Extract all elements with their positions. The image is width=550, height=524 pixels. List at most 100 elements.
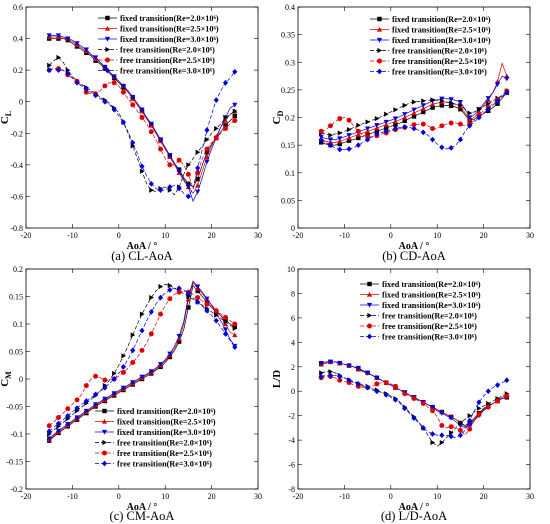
data-point [495,398,500,404]
data-point [223,126,228,132]
subfigure-caption: (d) L/D-AoA [381,509,447,523]
data-point [120,83,127,89]
data-point [346,138,352,143]
legend-entry: free transition(Re=2.5×10⁶) [392,57,487,66]
data-point [139,347,145,353]
y-axis-label: L/D [271,370,283,388]
data-point [130,102,136,108]
data-point [439,422,445,428]
y-tick-label: 0.05 [9,348,23,357]
data-point [222,118,229,123]
data-point [65,422,71,427]
data-point [148,331,154,337]
data-point [222,327,229,333]
x-axis-label: AoA / ° [127,241,158,252]
data-point [130,380,136,385]
data-point [467,426,473,432]
data-point [158,311,164,317]
data-point [467,115,473,121]
legend-marker [102,408,107,414]
legend-entry: free transition(Re=2.0×10⁶) [382,312,477,321]
data-point [383,128,389,135]
data-point [214,125,219,132]
legend-marker [104,25,111,31]
data-point [55,428,62,434]
data-point [223,114,229,121]
legend-marker [102,450,107,456]
data-point [430,97,436,103]
y-tick-label: 10 [287,265,295,274]
data-point [411,122,417,128]
data-point [130,332,136,338]
legend-marker [366,333,373,340]
data-point [402,114,408,120]
data-point [411,415,417,421]
data-point [337,130,343,136]
y-tick-label: 0 [19,98,23,107]
data-point [393,122,398,127]
data-point [112,370,117,377]
data-point [185,171,191,177]
data-point [195,176,200,182]
data-point [186,181,191,187]
legend-marker [377,16,382,22]
data-point [449,100,454,106]
data-point [102,64,108,70]
data-point [458,420,463,426]
y-tick-label: -0.8 [10,224,23,233]
data-point [55,420,62,427]
data-point [139,163,145,170]
legend-entry: fixed transition(Re=3.0×10⁶) [117,428,216,437]
data-point [467,122,473,129]
data-point [318,373,324,380]
data-point [120,364,127,370]
x-tick-label: -20 [293,231,304,240]
data-point [149,187,154,193]
x-axis-label: AoA / ° [127,502,158,513]
data-point [420,425,426,431]
data-point [328,123,333,129]
data-point [56,54,62,61]
y-tick-label: 0.1 [13,320,23,329]
series-5 [46,66,238,190]
data-point [83,408,89,414]
data-point [327,142,334,148]
data-point [476,411,482,417]
data-point [476,399,482,406]
data-point [467,110,473,116]
series-3 [46,33,238,203]
data-point [365,370,371,376]
y-tick-label: -8 [288,485,295,494]
plot-frame [297,268,531,490]
data-point [65,406,71,412]
legend-entry: fixed transition(Re=2.5×10⁶) [392,26,491,35]
data-point [130,139,136,146]
data-point [420,400,426,406]
data-point [411,107,417,113]
data-point [186,162,191,168]
data-point [157,187,164,193]
data-point [494,98,501,104]
data-point [365,119,371,125]
x-axis-label: AoA / ° [399,241,430,252]
data-point [195,165,201,171]
data-point [176,289,182,295]
data-point [448,97,454,102]
data-point [374,131,380,137]
data-point [204,150,210,155]
data-point [195,189,201,195]
data-point [356,122,361,128]
legend-marker [102,439,108,446]
data-point [102,396,108,402]
data-point [457,427,463,433]
data-point [195,295,201,301]
data-point [467,413,473,419]
data-point [327,137,334,143]
data-point [429,136,436,143]
data-point [232,68,238,75]
data-point [130,94,136,100]
data-point [328,132,334,138]
data-point [139,327,145,334]
x-tick-label: 20 [480,231,488,240]
